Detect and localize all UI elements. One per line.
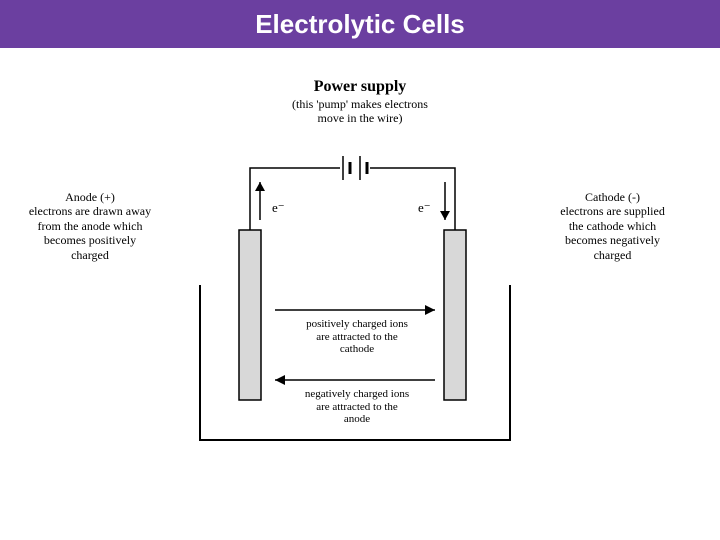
title-bar: Electrolytic Cells xyxy=(0,0,720,48)
page-title: Electrolytic Cells xyxy=(255,9,465,40)
diagram: Power supply (this 'pump' makes electron… xyxy=(60,70,660,510)
diagram-svg xyxy=(60,70,660,510)
